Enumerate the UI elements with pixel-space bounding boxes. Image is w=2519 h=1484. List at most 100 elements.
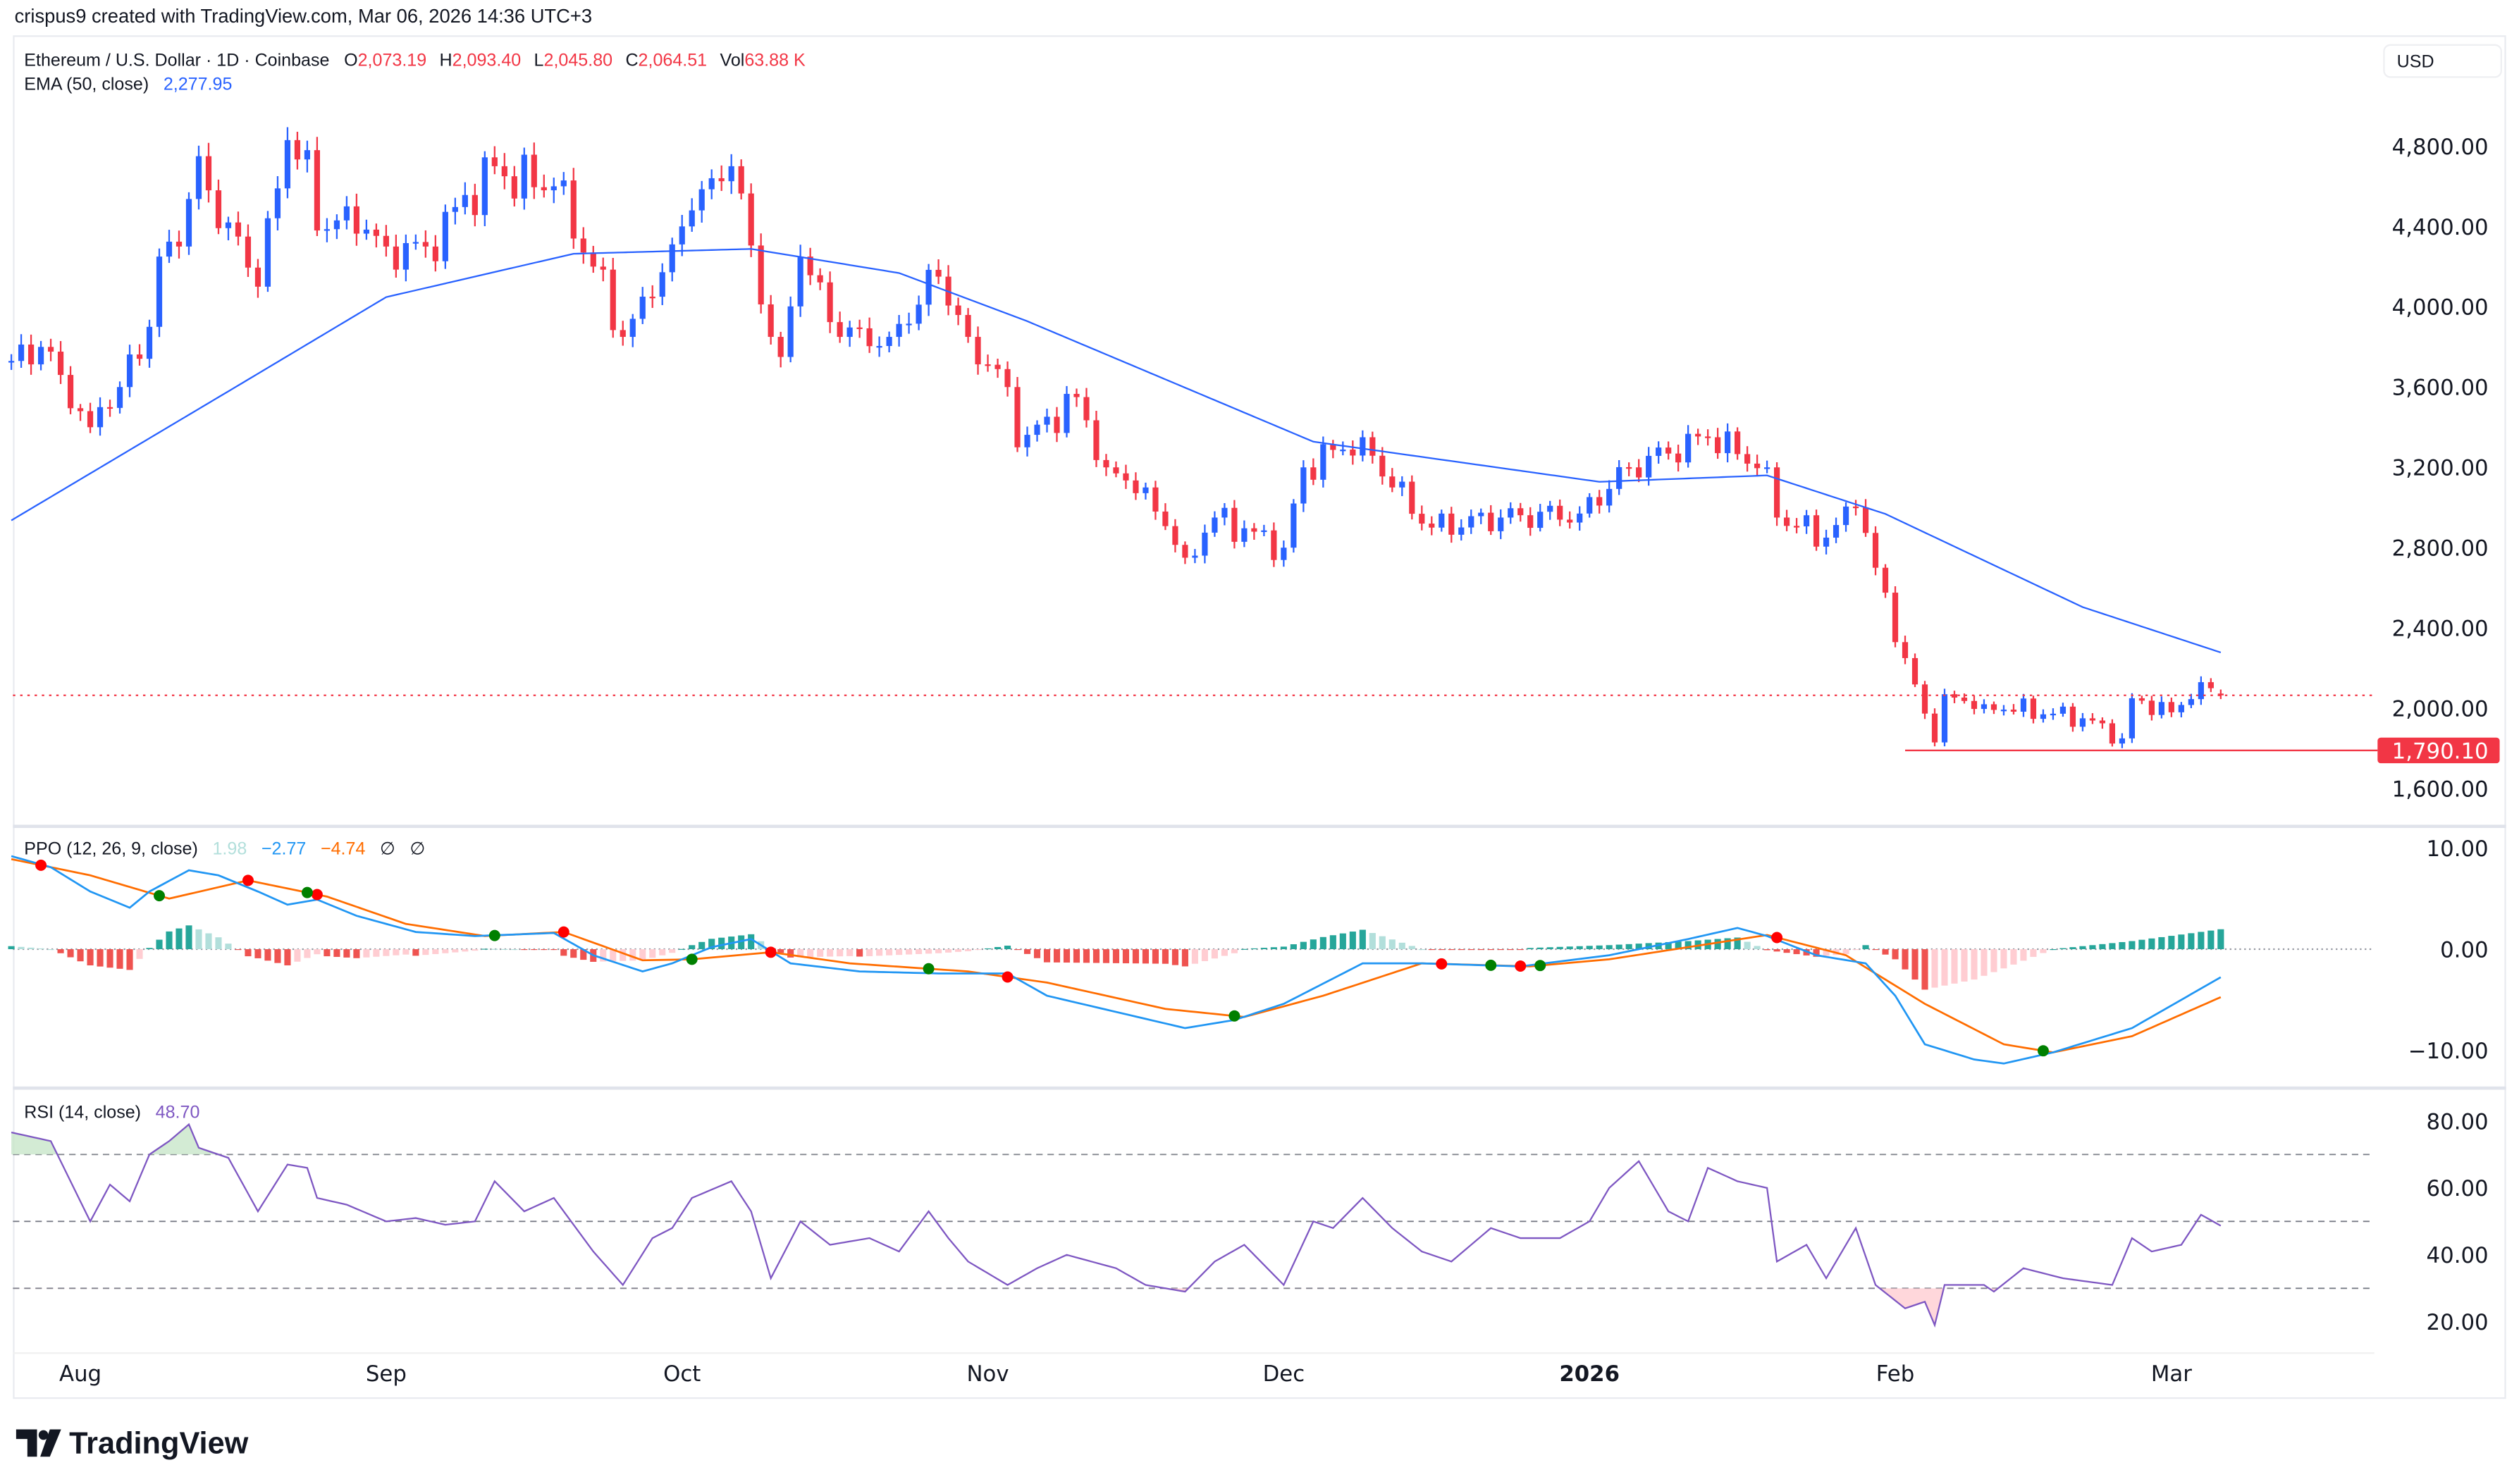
candle-body <box>106 407 113 409</box>
candle <box>1044 408 1050 433</box>
candle <box>1162 503 1169 531</box>
candle <box>2079 712 2086 731</box>
ppo-histogram-bar <box>185 925 192 950</box>
ppo-histogram-bar <box>284 949 291 965</box>
candle-body <box>314 150 321 231</box>
ppo-histogram-bar <box>689 945 696 950</box>
candle-body <box>254 267 261 287</box>
candle-body <box>1202 532 1208 556</box>
candle-body <box>1892 593 1899 643</box>
candle <box>1695 428 1701 445</box>
ppo-histogram-bar <box>1132 949 1140 964</box>
time-axis-label: 2026 <box>1559 1361 1620 1387</box>
candle-body <box>2030 698 2037 719</box>
ppo-histogram-bar <box>1635 944 1642 950</box>
ppo-histogram-bar <box>393 949 400 956</box>
candle-body <box>531 154 537 187</box>
candle <box>1725 423 1731 463</box>
candle-body <box>1508 508 1514 518</box>
candle <box>521 147 527 210</box>
ppo-histogram-bar <box>570 949 577 958</box>
ppo-histogram-bar <box>2198 932 2205 950</box>
ppo-bearish-cross-dot <box>35 859 47 871</box>
candle-body <box>1369 437 1376 456</box>
candle-body <box>491 157 498 166</box>
ppo-histogram-bar <box>1043 949 1051 963</box>
candle-body <box>1852 506 1859 509</box>
candle-body <box>1310 467 1317 480</box>
candle-body <box>126 354 133 388</box>
ppo-histogram-bar <box>748 934 755 950</box>
ppo-histogram-bar <box>1990 949 1997 972</box>
candle <box>1675 444 1682 472</box>
candle <box>1636 459 1642 483</box>
candle <box>1310 458 1317 486</box>
ppo-histogram-bar <box>1359 929 1366 950</box>
candle-body <box>67 375 74 409</box>
time-axis-label: Feb <box>1876 1361 1914 1387</box>
candle-body <box>1971 700 1978 710</box>
svg-text:RSI (14, close) 48.70: RSI (14, close) 48.70 <box>24 1102 199 1122</box>
candle <box>1399 476 1405 497</box>
ppo-histogram-bar <box>432 949 439 954</box>
candle <box>511 166 517 207</box>
candle-body <box>560 180 567 187</box>
candle-body <box>472 194 478 216</box>
candle <box>353 193 359 246</box>
candle-body <box>304 150 311 160</box>
candle-body <box>1182 545 1188 558</box>
ppo-pane[interactable] <box>8 855 2375 1065</box>
ppo-histogram-bar <box>1842 949 1849 954</box>
candle-body <box>1981 704 1988 710</box>
candle <box>264 211 271 292</box>
ppo-histogram-bar <box>2030 949 2037 957</box>
candle <box>1221 503 1228 526</box>
ppo-histogram-bar <box>718 937 725 950</box>
price-axis-label: 2,000.00 <box>2392 697 2489 722</box>
candle-body <box>2089 718 2096 721</box>
ppo-histogram-bar <box>610 949 617 962</box>
candle-body <box>2000 710 2007 712</box>
ppo-histogram-bar <box>353 949 360 958</box>
candle-body <box>866 328 873 347</box>
ppo-histogram-bar <box>2119 941 2126 950</box>
ppo-histogram-bar <box>1201 949 1208 961</box>
ppo-histogram-bar <box>126 949 133 970</box>
candle-body <box>837 322 843 338</box>
ppo-histogram-bar <box>1152 949 1159 964</box>
ppo-histogram-bar <box>1852 949 1859 951</box>
currency-button[interactable]: USD <box>2383 44 2502 78</box>
candle-body <box>629 319 636 338</box>
ppo-histogram-bar <box>1754 946 1761 950</box>
ppo-histogram-bar <box>1981 949 1988 976</box>
candle-body <box>1399 481 1405 488</box>
ppo-histogram-bar <box>27 947 35 950</box>
candle <box>2109 719 2116 747</box>
candle <box>649 285 655 308</box>
ppo-histogram-bar <box>1744 941 1751 950</box>
ppo-histogram-bar <box>1892 949 1899 960</box>
candle-body <box>1162 511 1169 526</box>
candle <box>1231 500 1238 549</box>
candle <box>106 400 113 417</box>
ppo-histogram-bar <box>1961 949 1968 982</box>
candle <box>1842 502 1849 532</box>
candle-body <box>1389 476 1396 488</box>
ppo-histogram-bar <box>1349 932 1356 950</box>
ppo-signal-value: −4.74 <box>321 839 365 859</box>
price-pane[interactable] <box>8 127 2378 752</box>
candle <box>215 179 222 235</box>
ppo-histogram-bar <box>1083 949 1090 963</box>
ppo-histogram-bar <box>106 949 113 968</box>
tradingview-logo[interactable]: TradingView <box>16 1427 249 1461</box>
candle-body <box>511 176 517 199</box>
candle-body <box>2198 682 2204 700</box>
ppo-histogram-bar <box>442 949 449 953</box>
ppo-histogram-bar <box>1477 949 1484 951</box>
ppo-histogram-bar <box>116 949 123 969</box>
open-value: 2,073.19 <box>358 50 427 70</box>
candle-body <box>550 186 557 191</box>
time-axis-label: Oct <box>663 1361 701 1387</box>
rsi-pane[interactable] <box>11 1123 2375 1328</box>
